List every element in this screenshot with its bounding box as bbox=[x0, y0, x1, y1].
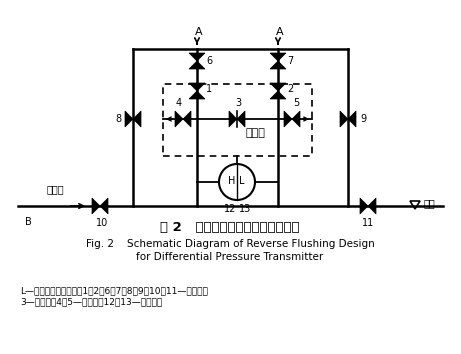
Polygon shape bbox=[229, 111, 237, 127]
Polygon shape bbox=[270, 61, 286, 69]
Polygon shape bbox=[270, 83, 286, 91]
Polygon shape bbox=[270, 91, 286, 99]
Text: for Differential Pressure Transmitter: for Differential Pressure Transmitter bbox=[136, 252, 324, 262]
Polygon shape bbox=[133, 111, 141, 127]
Text: 五阀组: 五阀组 bbox=[246, 128, 266, 138]
Polygon shape bbox=[340, 111, 348, 127]
Text: 反冲水: 反冲水 bbox=[46, 184, 64, 194]
Polygon shape bbox=[368, 198, 376, 214]
Text: 8: 8 bbox=[115, 114, 121, 124]
Text: H: H bbox=[228, 176, 236, 186]
Text: 3: 3 bbox=[235, 98, 241, 108]
Polygon shape bbox=[237, 111, 245, 127]
Polygon shape bbox=[183, 111, 191, 127]
Text: 2: 2 bbox=[287, 84, 293, 94]
Text: A: A bbox=[276, 27, 284, 37]
Polygon shape bbox=[92, 198, 100, 214]
Text: 13: 13 bbox=[239, 204, 251, 214]
Text: 地漏: 地漏 bbox=[424, 198, 436, 208]
Text: 6: 6 bbox=[206, 56, 212, 66]
Text: L—压力变送器低压侧；1、2、6、7、8、9、10、11—截止阀；: L—压力变送器低压侧；1、2、6、7、8、9、10、11—截止阀； bbox=[20, 286, 208, 295]
Polygon shape bbox=[189, 91, 205, 99]
Polygon shape bbox=[100, 198, 108, 214]
Text: 3—平衡阀；4、5—排污阀；12、13—排污丝堡: 3—平衡阀；4、5—排污阀；12、13—排污丝堡 bbox=[20, 297, 162, 306]
Text: 7: 7 bbox=[287, 56, 293, 66]
Polygon shape bbox=[292, 111, 300, 127]
Text: B: B bbox=[24, 217, 31, 227]
Text: 10: 10 bbox=[96, 218, 108, 228]
Polygon shape bbox=[284, 111, 292, 127]
Text: 11: 11 bbox=[362, 218, 374, 228]
Polygon shape bbox=[270, 53, 286, 61]
Text: 12: 12 bbox=[224, 204, 236, 214]
Polygon shape bbox=[189, 53, 205, 61]
Polygon shape bbox=[125, 111, 133, 127]
Text: 1: 1 bbox=[206, 84, 212, 94]
Text: 9: 9 bbox=[360, 114, 366, 124]
Polygon shape bbox=[360, 198, 368, 214]
Polygon shape bbox=[189, 61, 205, 69]
Text: L: L bbox=[239, 176, 245, 186]
Polygon shape bbox=[175, 111, 183, 127]
Text: Fig. 2    Schematic Diagram of Reverse Flushing Design: Fig. 2 Schematic Diagram of Reverse Flus… bbox=[86, 239, 374, 249]
Bar bbox=[163, 84, 312, 156]
Text: 图 2   差压变送器反冲水设计示意图: 图 2 差压变送器反冲水设计示意图 bbox=[160, 221, 300, 234]
Text: A: A bbox=[195, 27, 203, 37]
Polygon shape bbox=[189, 83, 205, 91]
Text: 5: 5 bbox=[293, 98, 299, 108]
Text: 4: 4 bbox=[176, 98, 182, 108]
Polygon shape bbox=[348, 111, 356, 127]
